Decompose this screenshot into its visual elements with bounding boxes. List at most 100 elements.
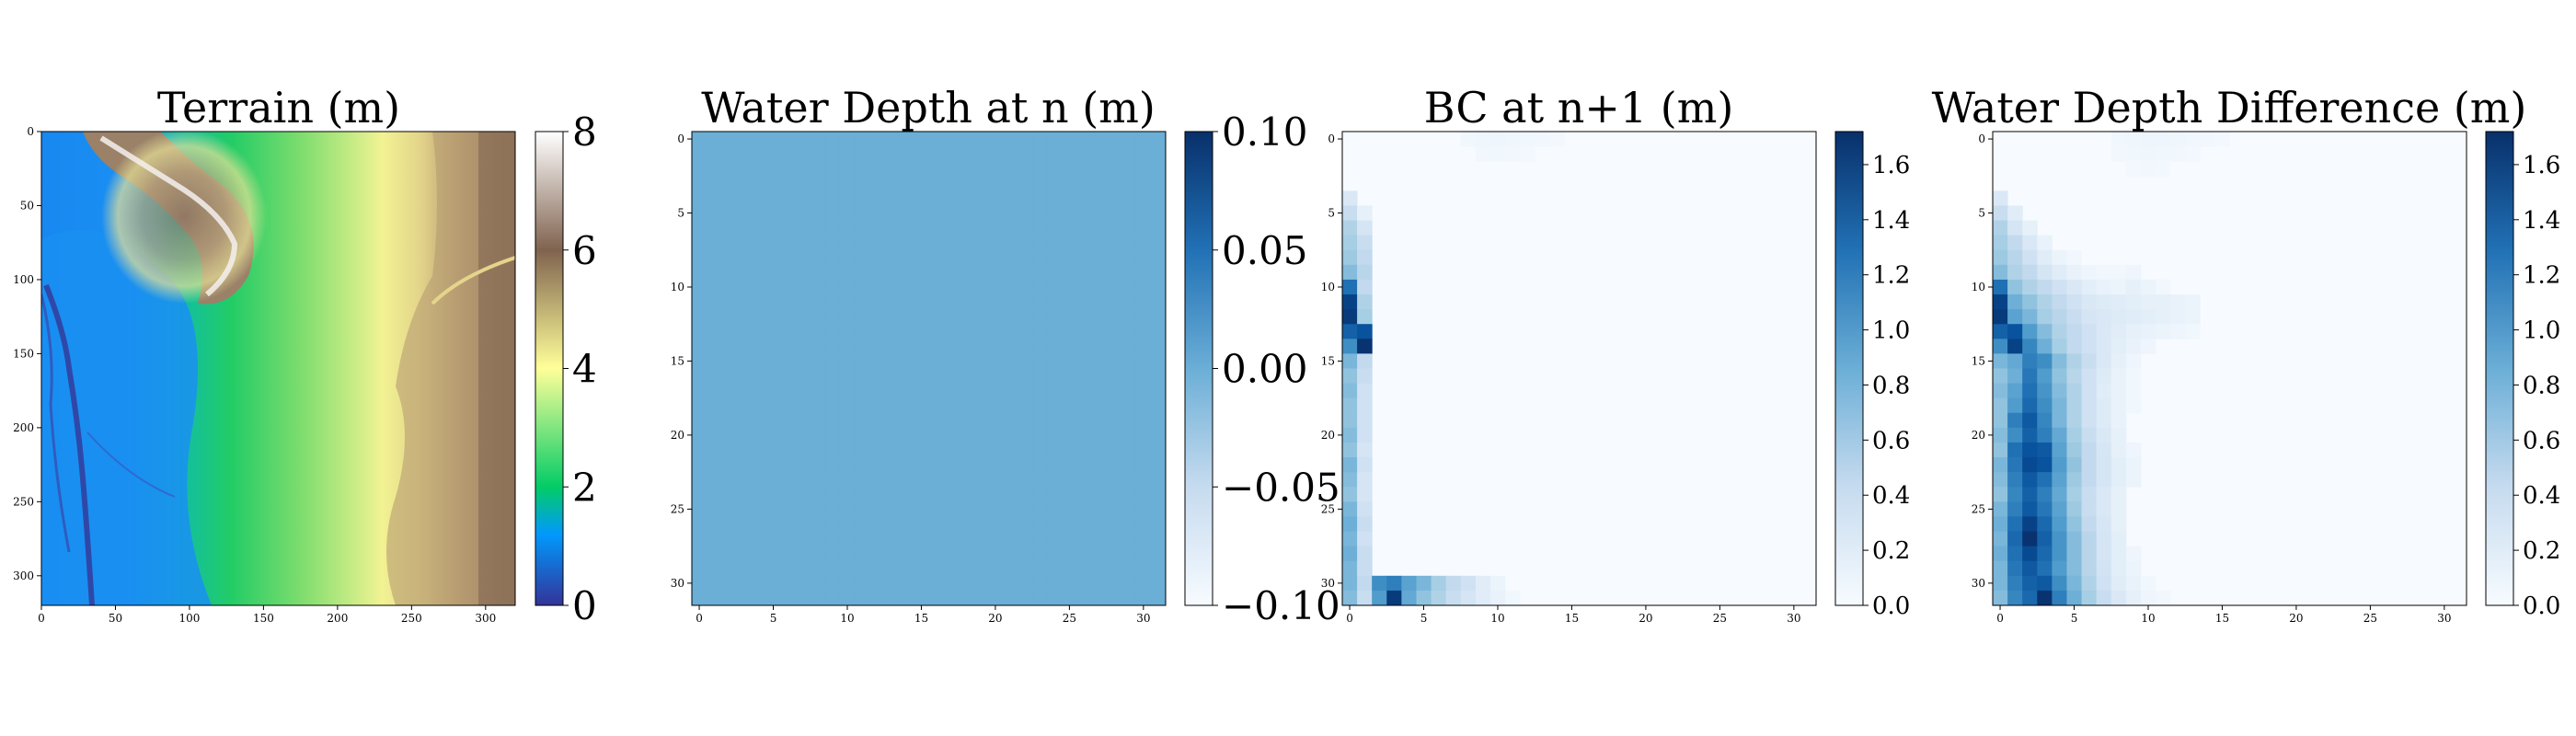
water-depth-cell: [1076, 249, 1093, 266]
water-depth-cell: [1106, 427, 1122, 443]
water-depth-cell: [884, 146, 900, 162]
water-depth-cell: [958, 294, 974, 310]
difference-cell: [2081, 397, 2098, 414]
water-depth-cell: [1091, 560, 1108, 577]
water-depth-cell: [958, 190, 974, 206]
water-depth-cell: [765, 324, 782, 339]
water-depth-cell: [692, 472, 707, 488]
water-depth-cell: [928, 220, 945, 236]
water-depth-cell: [943, 146, 960, 162]
water-depth-cell: [1018, 205, 1033, 222]
difference-cell: [2140, 575, 2156, 592]
water-depth-cell: [765, 161, 782, 177]
water-depth-cell: [1018, 176, 1033, 191]
difference-cell: [1993, 339, 2008, 354]
water-depth-cell: [1032, 501, 1048, 517]
water-depth-cell: [1076, 220, 1093, 236]
difference-cell: [2066, 427, 2083, 443]
water-depth-cell: [824, 546, 841, 562]
water-depth-cell: [1047, 324, 1063, 339]
water-depth-cell: [824, 575, 841, 592]
water-depth-cell: [780, 161, 797, 177]
water-depth-cell: [884, 590, 900, 606]
water-depth-cell: [721, 353, 737, 369]
water-depth-cell: [958, 146, 974, 162]
water-depth-cell: [736, 249, 752, 266]
water-depth-cell: [1062, 397, 1077, 414]
water-depth-cell: [765, 264, 782, 281]
water-depth-cell: [884, 531, 900, 547]
difference-cell: [2022, 294, 2038, 310]
water-depth-cell: [1106, 516, 1122, 533]
water-depth-cell: [943, 575, 960, 592]
water-depth-cell: [692, 309, 707, 325]
water-depth-cell: [943, 487, 960, 502]
water-depth-cell: [987, 516, 1004, 533]
water-depth-cell: [780, 516, 797, 533]
water-depth-cell: [721, 324, 737, 339]
difference-cell: [2110, 531, 2127, 547]
water-depth-cell: [972, 190, 989, 206]
difference-cell: [2081, 501, 2098, 517]
bc-cell: [1342, 412, 1358, 429]
water-depth-cell: [721, 294, 737, 310]
water-depth-cell: [824, 249, 841, 266]
water-depth-cell: [987, 235, 1004, 251]
water-depth-cell: [1032, 146, 1048, 162]
difference-cell: [2170, 324, 2186, 339]
difference-cell: [2022, 412, 2038, 429]
water-depth-cell: [914, 501, 929, 517]
bc-cell: [1342, 516, 1358, 533]
water-depth-cell: [765, 220, 782, 236]
water-depth-cell: [1106, 368, 1122, 385]
water-depth-cell: [780, 412, 797, 429]
difference-cell: [2140, 309, 2156, 325]
water-depth-cell: [1091, 146, 1108, 162]
difference-cell: [2096, 442, 2112, 458]
water-depth-cell: [855, 472, 870, 488]
water-depth-cell: [928, 472, 945, 488]
water-depth-cell: [1002, 442, 1018, 458]
bc-cell: [1357, 220, 1373, 236]
water-depth-cell: [1062, 132, 1077, 147]
bc-cell: [1342, 309, 1358, 325]
water-depth-cell: [1047, 501, 1063, 517]
water-depth-cell: [736, 516, 752, 533]
water-depth-cell: [765, 176, 782, 191]
water-depth-cell: [958, 457, 974, 473]
water-depth-cell: [869, 412, 885, 429]
water-depth-cell: [736, 146, 752, 162]
difference-cell: [2081, 383, 2098, 399]
water-depth-cell: [839, 339, 856, 354]
water-depth-cell: [751, 575, 766, 592]
difference-cell: [2007, 294, 2023, 310]
water-depth-cell: [1091, 309, 1108, 325]
bc-cell: [1357, 294, 1373, 310]
water-depth-cell: [795, 442, 811, 458]
water-depth-cell: [855, 309, 870, 325]
water-depth-cell: [824, 309, 841, 325]
water-depth-cell: [987, 457, 1004, 473]
water-depth-cell: [855, 531, 870, 547]
water-depth-cell: [839, 412, 856, 429]
water-depth-cell: [914, 294, 929, 310]
water-depth-cell: [943, 264, 960, 281]
bc-cell: [1342, 249, 1358, 266]
water-depth-cell: [1018, 487, 1033, 502]
water-depth-cell: [943, 339, 960, 354]
water-depth-cell: [1018, 161, 1033, 177]
water-depth-cell: [751, 442, 766, 458]
water-depth-cell: [928, 249, 945, 266]
water-depth-colorbar-tick-label: 0.05: [1222, 228, 1308, 273]
water-depth-cell: [707, 383, 722, 399]
water-depth-cell: [1121, 161, 1137, 177]
water-depth-cell: [1091, 249, 1108, 266]
water-depth-cell: [751, 176, 766, 191]
water-depth-cell: [1091, 132, 1108, 147]
difference-cell: [1993, 397, 2008, 414]
water-depth-cell: [1135, 190, 1152, 206]
water-depth-cell: [1002, 249, 1018, 266]
water-depth-cell: [1106, 353, 1122, 369]
difference-colorbar-tick-label: 0.4: [2523, 482, 2560, 510]
